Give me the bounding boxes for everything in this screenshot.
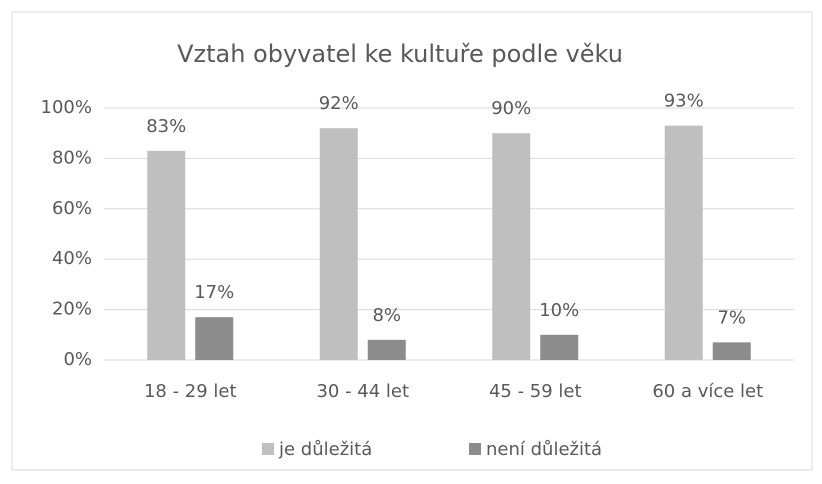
data-label: 8% [372,305,401,326]
y-tick-label: 0% [63,349,92,370]
bar [712,342,751,360]
legend-label: je důležitá [278,439,372,460]
data-label: 10% [539,300,579,321]
legend-swatch [469,443,481,455]
x-tick-label: 18 - 29 let [144,381,237,402]
y-tick-label: 40% [52,248,92,269]
chart-title: Vztah obyvatel ke kultuře podle věku [177,40,623,68]
bar [540,334,579,360]
y-tick-label: 80% [52,147,92,168]
bar [147,150,186,360]
bar [319,128,358,360]
data-label: 7% [717,307,746,328]
y-tick-label: 20% [52,299,92,320]
data-label: 92% [319,93,359,114]
y-tick-label: 60% [52,198,92,219]
y-tick-label: 100% [41,97,92,118]
bar [492,133,531,360]
bar [664,125,703,360]
x-tick-label: 30 - 44 let [316,381,409,402]
bar [195,317,234,360]
x-tick-label: 60 a více let [652,381,763,402]
data-label: 90% [491,98,531,119]
data-label: 17% [194,282,234,303]
legend-label: není důležitá [486,439,602,460]
data-label: 93% [664,91,704,112]
data-label: 83% [146,116,186,137]
x-tick-label: 45 - 59 let [489,381,582,402]
legend-swatch [262,443,274,455]
bar [367,339,406,360]
